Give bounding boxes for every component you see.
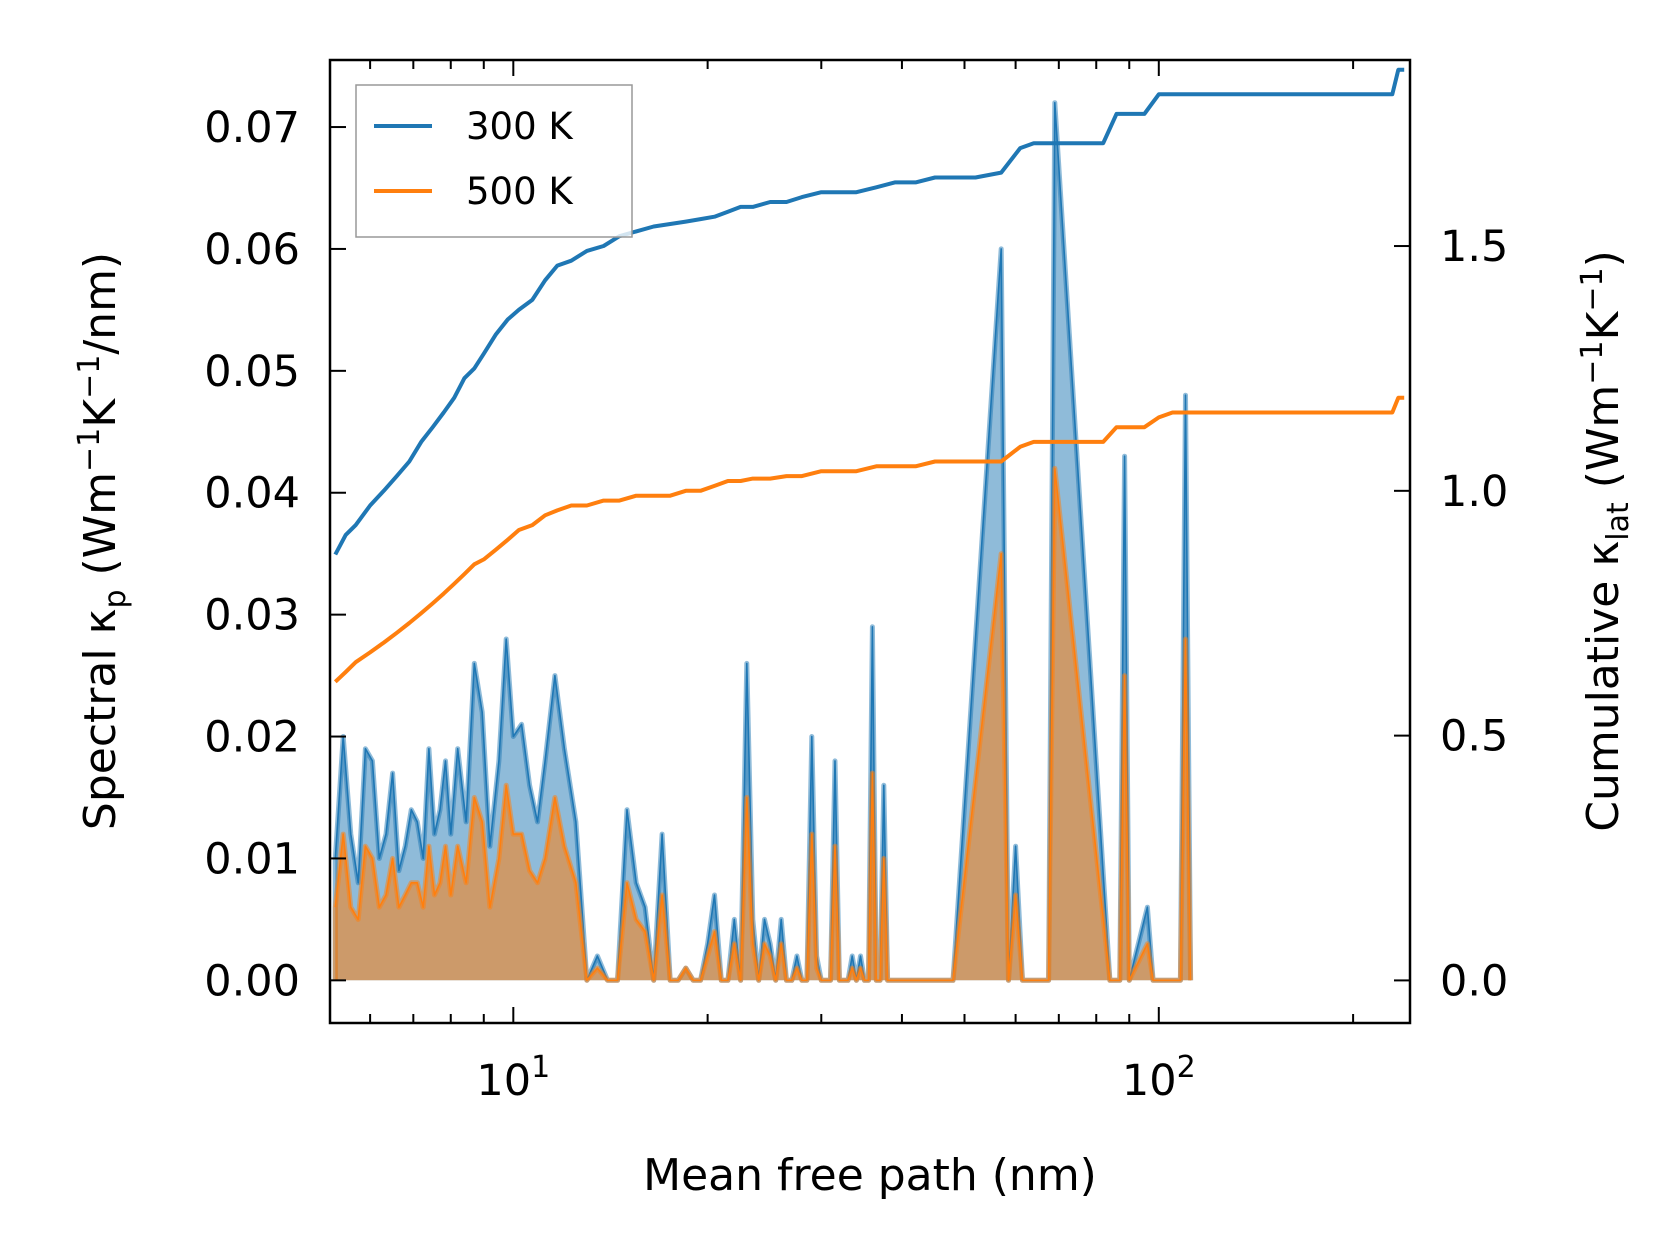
x-tick-label: 101	[476, 1050, 550, 1106]
y-right-axis-title: Cumulative κlat (Wm−1K−1)	[1575, 250, 1636, 832]
legend-label-300k: 300 K	[466, 105, 574, 148]
y-left-tick-label: 0.07	[204, 103, 300, 153]
y-left-tick-label: 0.05	[204, 347, 300, 397]
y-right-tick-label: 0.5	[1440, 712, 1508, 762]
y-left-tick-label: 0.01	[204, 834, 300, 884]
y-left-tick-label: 0.06	[204, 225, 300, 275]
legend-label-500k: 500 K	[466, 170, 574, 213]
plot-area	[332, 67, 1405, 983]
y-left-tick-label: 0.00	[204, 956, 300, 1006]
y-left-tick-label: 0.02	[204, 713, 300, 763]
cumulative-line-300k	[333, 67, 1405, 556]
legend: 300 K 500 K	[355, 84, 633, 238]
y-left-tick-label: 0.04	[204, 469, 300, 519]
cumulative-line-500k	[333, 395, 1405, 684]
y-left-tick-label: 0.03	[204, 591, 300, 641]
x-tick-label: 102	[1122, 1050, 1196, 1106]
y-right-tick-label: 0.0	[1440, 956, 1508, 1006]
axes-frame	[328, 58, 1412, 1025]
spectral-line-500k	[334, 467, 1192, 982]
y-left-axis-title: Spectral κp (Wm−1K−1/nm)	[72, 252, 133, 830]
axis-ticks: 101 102 0.00 0.01 0.02 0.03 0.04 0.05 0.06 0.07 0.…	[204, 60, 1508, 1106]
y-right-tick-label: 1.0	[1440, 467, 1508, 517]
y-right-tick-label: 1.5	[1440, 222, 1508, 272]
legend-frame	[355, 84, 633, 238]
x-axis-title: Mean free path (nm)	[643, 1150, 1097, 1201]
